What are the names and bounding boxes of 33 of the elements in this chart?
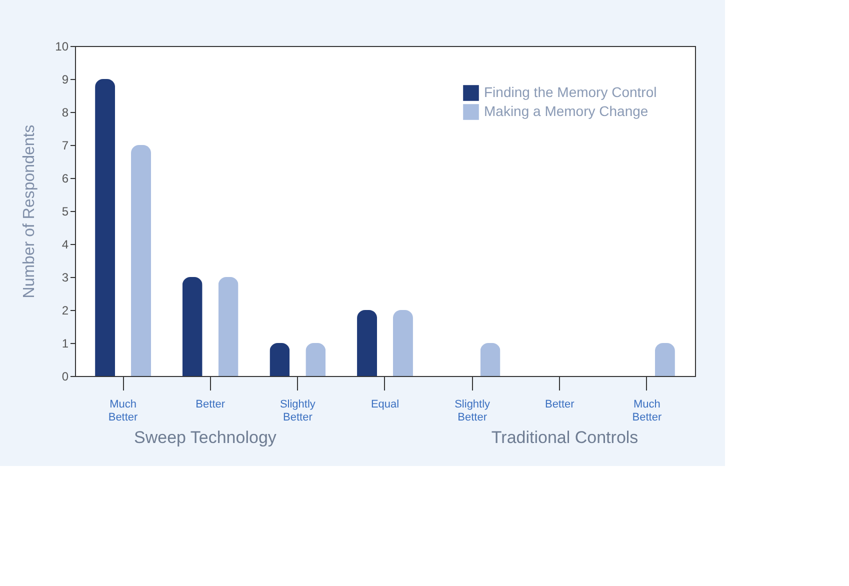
y-tick-label: 10 xyxy=(55,40,69,54)
y-tick-label: 9 xyxy=(62,72,69,86)
y-tick-label: 4 xyxy=(62,238,69,252)
y-tick-label: 6 xyxy=(62,172,69,186)
bar xyxy=(95,79,116,376)
bar xyxy=(218,277,238,376)
legend-label: Finding the Memory Control xyxy=(484,84,657,100)
y-tick-label: 2 xyxy=(62,304,69,318)
bar xyxy=(131,145,152,376)
x-tick-label: Better xyxy=(544,398,575,410)
bar xyxy=(270,343,290,376)
y-tick-label: 0 xyxy=(62,370,69,384)
x-tick-label: Much Better xyxy=(632,398,662,424)
text: Sweep Technology xyxy=(134,428,277,447)
y-tick-label: 8 xyxy=(62,106,69,120)
bar xyxy=(654,343,675,376)
x-tick-label: Slightly Better xyxy=(280,398,316,424)
bar xyxy=(392,310,413,376)
x-tick-label: Better xyxy=(196,398,226,410)
x-tick-label: Slightly Better xyxy=(454,398,491,424)
y-tick-label: 1 xyxy=(62,336,69,350)
y-tick-label: 3 xyxy=(62,270,69,284)
bar xyxy=(182,277,202,376)
y-tick-label: 5 xyxy=(62,204,69,218)
x-tick-label: Much Better xyxy=(108,398,138,424)
bar xyxy=(480,343,500,376)
bar xyxy=(357,310,378,376)
x-tick-label: Equal xyxy=(370,398,400,410)
bar xyxy=(306,343,326,376)
y-axis-title: Number of Respondents xyxy=(21,124,38,298)
text: Traditional Controls xyxy=(491,428,638,447)
y-tick-label: 7 xyxy=(62,138,69,152)
legend-label: Making a Memory Change xyxy=(484,103,648,119)
